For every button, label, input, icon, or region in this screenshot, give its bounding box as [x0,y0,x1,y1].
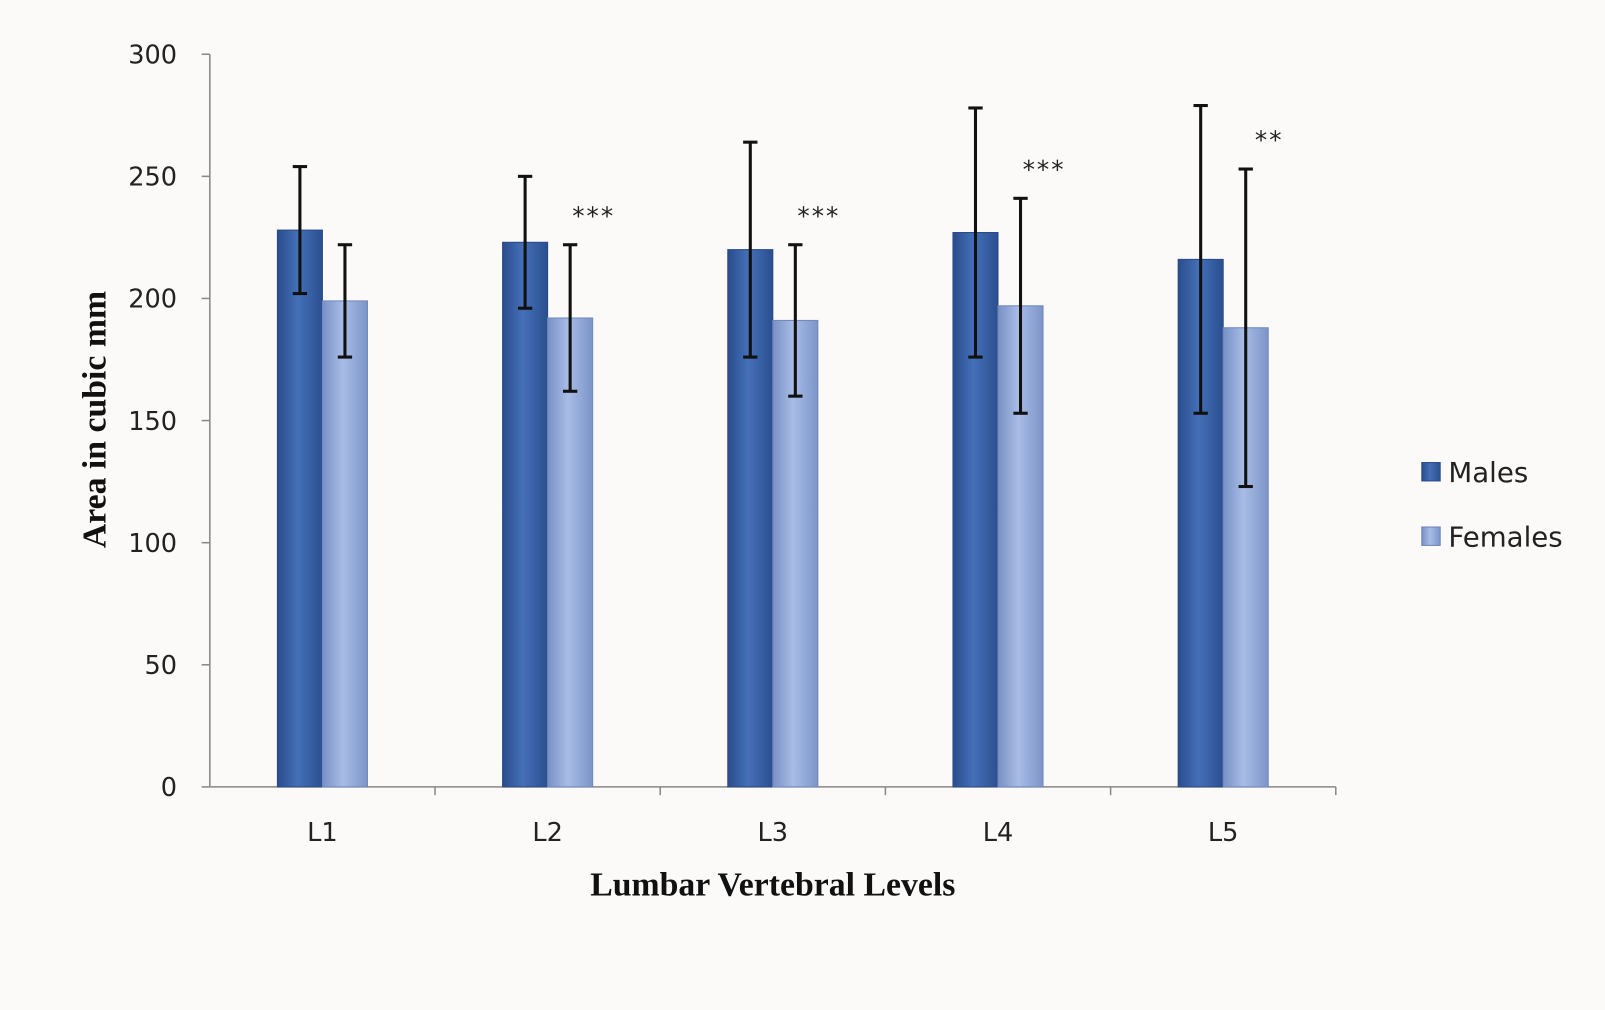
bar-females-L2 [547,317,594,788]
y-axis-title: Area in cubic mm [76,291,113,548]
significance-marker-L2: *** [572,201,615,230]
bar-females-L3 [772,319,819,788]
significance-marker-L3: *** [797,201,840,230]
y-tick-label: 50 [145,651,178,681]
y-tick-label: 150 [128,407,177,437]
y-tick-label: 100 [128,529,177,559]
significance-marker-L4: *** [1023,155,1066,184]
x-tick-label: L1 [307,818,338,848]
y-tick-label: 300 [128,40,177,70]
legend: Males Females [1421,456,1563,553]
x-tick-label: L5 [1208,818,1239,848]
legend-label-males: Males [1448,456,1528,489]
legend-swatch-females [1421,526,1441,546]
significance-marker-L5: ** [1255,126,1284,155]
bar-males-L2 [502,241,549,788]
x-tick-label: L2 [532,818,563,848]
legend-label-females: Females [1448,520,1562,553]
bar-males-L1 [276,229,323,788]
x-axis-title: Lumbar Vertebral Levels [590,866,955,903]
y-tick-label: 200 [128,285,177,315]
legend-swatch-males [1421,462,1441,482]
x-tick-label: L4 [983,818,1014,848]
y-tick-label: 250 [128,163,177,193]
y-tick-label: 0 [161,773,177,803]
x-tick-label: L3 [758,818,789,848]
bar-females-L1 [321,300,368,788]
